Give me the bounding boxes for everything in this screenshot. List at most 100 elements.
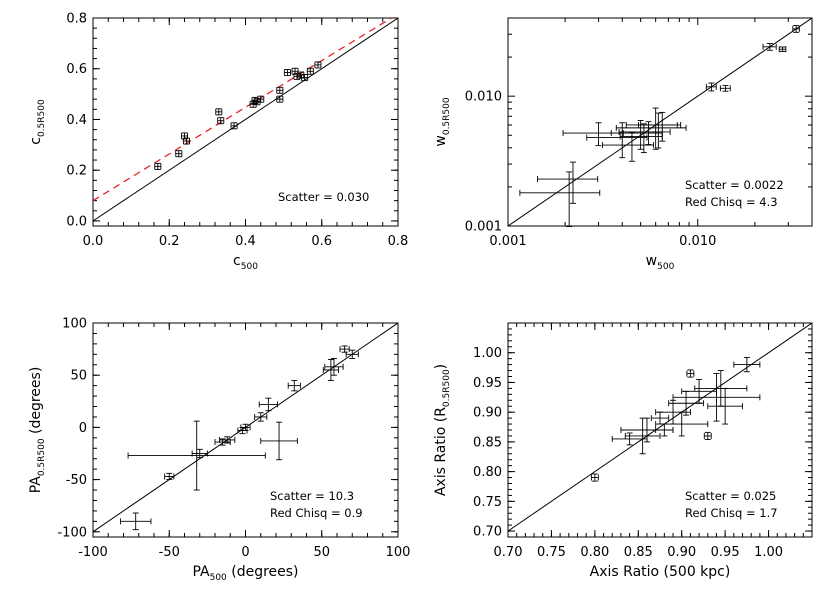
y-tick-label: 0.80 bbox=[473, 465, 502, 480]
data-point bbox=[590, 473, 599, 482]
x-axis-label-text: PA bbox=[192, 564, 210, 580]
fit-line bbox=[93, 18, 393, 202]
y-axis-label: PA0.5R500 (degrees) bbox=[28, 367, 47, 494]
x-tick-label: 0.6 bbox=[311, 234, 332, 249]
y-tick-label: 0 bbox=[79, 421, 87, 436]
y-tick-label: 50 bbox=[70, 369, 87, 384]
y-axis-label-subscript: 0.5R500 bbox=[37, 438, 47, 476]
data-point bbox=[705, 82, 717, 92]
y-axis-label-text: c bbox=[28, 137, 44, 145]
x-axis-label-text: w bbox=[646, 253, 657, 269]
x-tick-label: 0.85 bbox=[624, 545, 653, 560]
x-tick-label: 1.00 bbox=[754, 545, 783, 560]
data-point bbox=[602, 132, 655, 162]
data-point bbox=[314, 61, 322, 69]
data-point bbox=[230, 122, 238, 130]
annotation: Red Chisq = 0.9 bbox=[270, 506, 363, 520]
y-tick-label: -100 bbox=[57, 525, 87, 540]
y-tick-label: 0.85 bbox=[473, 435, 502, 450]
annotation: Scatter = 0.0022 bbox=[685, 178, 784, 192]
y-tick-label: 0.6 bbox=[66, 62, 87, 77]
panel-2: 0.001 0.010 0.001 0.010 Scatter = 0.0022 Red … bbox=[433, 17, 813, 272]
x-axis-label-text: c bbox=[233, 253, 241, 269]
data-point bbox=[217, 117, 225, 125]
data-point bbox=[322, 359, 339, 381]
data-point bbox=[287, 379, 301, 392]
data-point bbox=[175, 150, 183, 158]
data-point bbox=[537, 161, 599, 204]
y-axis-label-subscript: 0.5R500 bbox=[442, 369, 452, 407]
y-tick-label: 0.001 bbox=[465, 220, 502, 235]
data-point bbox=[306, 67, 314, 75]
x-axis-label: w500 bbox=[646, 253, 675, 272]
one-to-one-line bbox=[93, 323, 398, 533]
data-point bbox=[694, 370, 748, 407]
x-tick-label: 0.4 bbox=[235, 234, 256, 249]
data-point bbox=[283, 69, 291, 77]
data-point bbox=[655, 399, 691, 425]
x-tick-label: 0 bbox=[241, 545, 249, 560]
x-tick-label: 0.8 bbox=[388, 234, 409, 249]
x-axis-label-subscript: 500 bbox=[241, 262, 258, 272]
x-axis-label: c500 bbox=[233, 253, 258, 272]
y-tick-label: 100 bbox=[62, 317, 87, 332]
y-tick-label: 0.90 bbox=[473, 406, 502, 421]
data-point bbox=[625, 107, 678, 150]
data-point bbox=[611, 432, 648, 446]
data-point bbox=[214, 438, 231, 446]
data-point bbox=[562, 122, 624, 147]
x-tick-label: 0.70 bbox=[494, 545, 523, 560]
x-tick-label: -100 bbox=[78, 545, 108, 560]
data-point bbox=[215, 108, 223, 116]
data-point bbox=[339, 345, 350, 353]
data-point bbox=[615, 112, 687, 149]
data-point bbox=[253, 98, 261, 106]
data-point bbox=[119, 512, 152, 531]
panel-3: -100 -50 0 50 100 -100 -50 0 50 100 Scatter = 10.3… bbox=[28, 317, 410, 584]
data-point bbox=[778, 46, 787, 53]
data-point bbox=[707, 387, 743, 425]
y-axis-label-subscript: 0.5R500 bbox=[37, 99, 47, 137]
one-to-one-line bbox=[93, 18, 398, 222]
x-tick-label: 0.010 bbox=[679, 234, 716, 249]
y-axis-label-suffix: (degrees) bbox=[28, 367, 44, 439]
x-axis-label-text: Axis Ratio (500 kpc) bbox=[590, 564, 731, 580]
y-tick-label: 0.8 bbox=[66, 12, 87, 27]
data-point bbox=[182, 137, 190, 145]
data-point bbox=[164, 472, 175, 481]
annotation: Red Chisq = 4.3 bbox=[685, 195, 778, 209]
y-tick-label: 1.00 bbox=[473, 346, 502, 361]
y-tick-label: -50 bbox=[66, 473, 87, 488]
panel-4: 0.70 0.75 0.80 0.85 0.90 0.95 1.00 0.70 0.75 0.80… bbox=[433, 322, 813, 580]
data-point bbox=[257, 95, 265, 103]
data-point bbox=[324, 358, 344, 376]
x-axis-label-suffix: (degrees) bbox=[227, 564, 299, 580]
y-axis-label-text: PA bbox=[28, 476, 44, 494]
data-point bbox=[260, 421, 298, 461]
annotation: Scatter = 0.025 bbox=[685, 489, 776, 503]
data-point bbox=[254, 412, 268, 422]
x-tick-label: 100 bbox=[386, 545, 411, 560]
data-point bbox=[624, 417, 661, 455]
y-tick-label: 0.010 bbox=[465, 90, 502, 105]
x-axis-label: PA500 (degrees) bbox=[192, 564, 298, 583]
data-point bbox=[586, 122, 648, 159]
data-point bbox=[240, 423, 251, 431]
x-tick-label: -50 bbox=[159, 545, 180, 560]
y-axis-label: c0.5R500 bbox=[28, 99, 47, 145]
data-point bbox=[191, 448, 208, 459]
data-point bbox=[719, 85, 731, 92]
data-point bbox=[345, 349, 359, 359]
x-axis-label-subscript: 500 bbox=[210, 573, 227, 583]
x-axis-label-subscript: 500 bbox=[657, 262, 674, 272]
annotation: Red Chisq = 1.7 bbox=[685, 506, 778, 520]
y-axis-label-text: w bbox=[433, 135, 449, 146]
annotation: Scatter = 0.030 bbox=[278, 190, 369, 204]
data-point bbox=[297, 71, 305, 79]
data-point bbox=[681, 379, 717, 404]
data-point bbox=[686, 369, 695, 378]
y-axis-label: w0.5R500 bbox=[433, 97, 452, 146]
data-point bbox=[301, 74, 309, 82]
y-axis-label-subscript: 0.5R500 bbox=[442, 97, 452, 135]
